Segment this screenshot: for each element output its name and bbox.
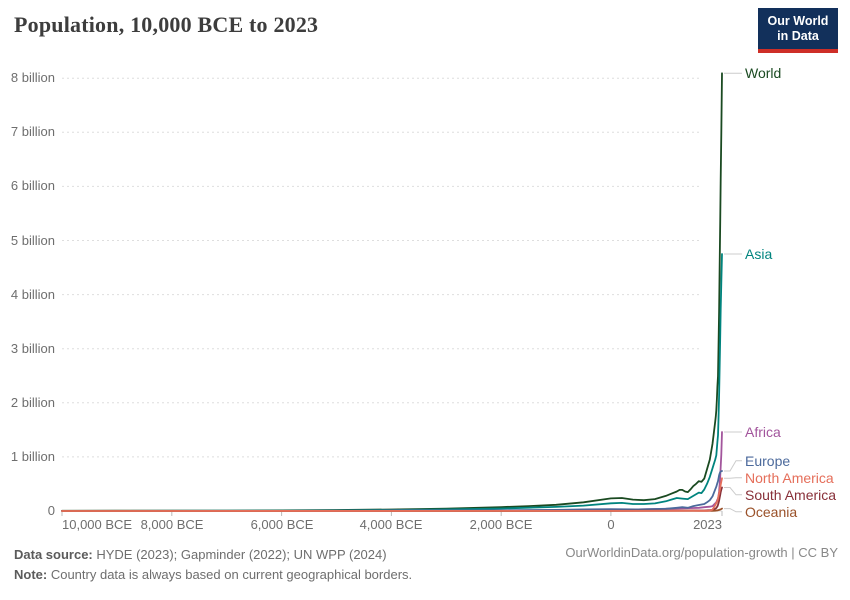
series-label-world[interactable]: World [745, 65, 782, 81]
y-tick-label: 6 billion [10, 178, 55, 193]
owid-logo-line1: Our World [767, 14, 829, 28]
y-tick-label: 1 billion [10, 449, 55, 464]
series-label-africa[interactable]: Africa [745, 424, 781, 440]
owid-logo-line2: in Data [777, 29, 819, 43]
y-tick-label: 8 billion [10, 70, 55, 85]
x-tick-label: 10,000 BCE [62, 517, 133, 532]
x-tick-label: 6,000 BCE [250, 517, 314, 532]
page-title: Population, 10,000 BCE to 2023 [14, 12, 319, 37]
series-label-north-america[interactable]: North America [745, 470, 834, 486]
data-source-label: Data source: [14, 547, 93, 562]
series-label-south-america[interactable]: South America [745, 487, 837, 503]
owid-url-license-link[interactable]: OurWorldinData.org/population-growth | C… [565, 545, 838, 560]
y-tick-label: 2 billion [10, 395, 55, 410]
data-source-text: HYDE (2023); Gapminder (2022); UN WPP (2… [92, 547, 387, 562]
x-tick-label: 2023 [693, 517, 722, 532]
footer-source-note: Data source: HYDE (2023); Gapminder (202… [14, 545, 412, 585]
y-tick-label: 7 billion [10, 124, 55, 139]
x-tick-label: 2,000 BCE [469, 517, 533, 532]
note-label: Note: [14, 567, 48, 582]
y-tick-label: 5 billion [10, 233, 55, 248]
series-label-asia[interactable]: Asia [745, 246, 773, 262]
y-tick-label: 4 billion [10, 287, 55, 302]
note-line: Note: Country data is always based on cu… [14, 565, 412, 585]
series-label-oceania[interactable]: Oceania [745, 504, 798, 520]
y-tick-label: 3 billion [10, 341, 55, 356]
owid-logo[interactable]: Our World in Data [758, 8, 838, 53]
x-tick-label: 0 [607, 517, 615, 532]
data-source-line: Data source: HYDE (2023); Gapminder (202… [14, 545, 412, 565]
series-label-europe[interactable]: Europe [745, 453, 791, 469]
x-tick-label: 4,000 BCE [359, 517, 423, 532]
x-tick-label: 8,000 BCE [140, 517, 204, 532]
note-text: Country data is always based on current … [47, 567, 413, 582]
y-tick-label: 0 [47, 503, 55, 518]
